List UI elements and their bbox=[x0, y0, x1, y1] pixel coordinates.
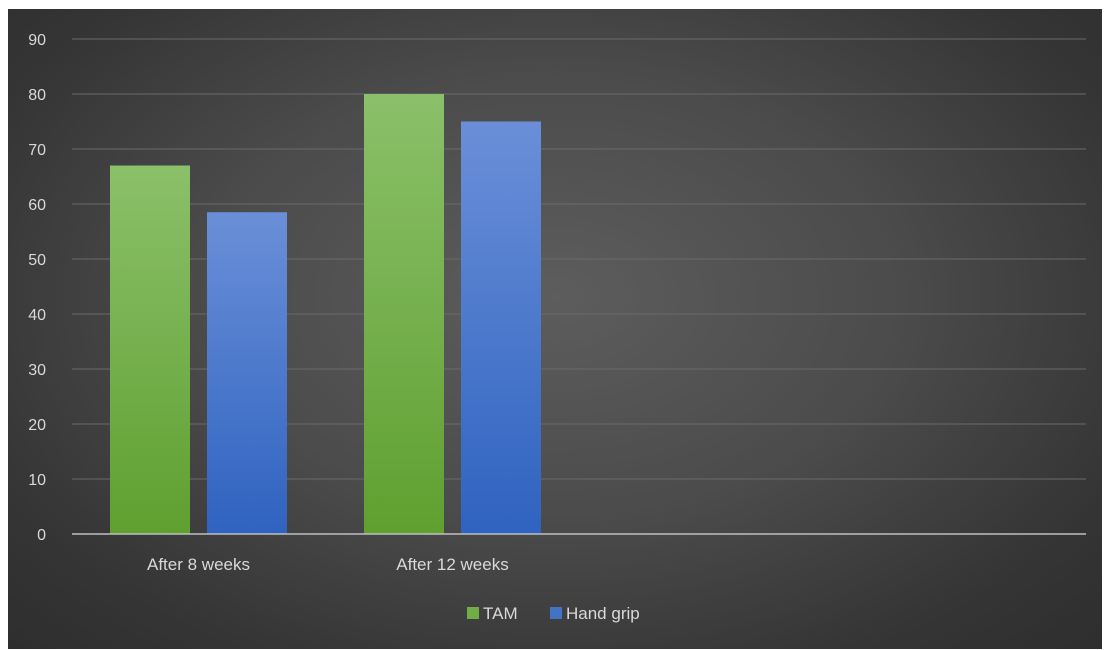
x-category-label: After 8 weeks bbox=[147, 555, 250, 574]
x-category-label: After 12 weeks bbox=[396, 555, 508, 574]
bar-tam-1 bbox=[110, 165, 190, 534]
y-axis-ticks: 0 10 20 30 40 50 60 70 80 90 bbox=[28, 32, 46, 544]
y-tick-label: 20 bbox=[28, 417, 46, 434]
bar-hand-grip-2 bbox=[461, 121, 541, 534]
bar-chart: 0 10 20 30 40 50 60 70 80 90 After 8 weeks After 1… bbox=[28, 32, 1086, 623]
legend-swatch-tam bbox=[467, 607, 479, 619]
bar-tam-2 bbox=[364, 94, 444, 534]
y-tick-label: 70 bbox=[28, 142, 46, 159]
y-tick-label: 0 bbox=[37, 527, 46, 544]
chart-area: 0 10 20 30 40 50 60 70 80 90 After 8 weeks After 1… bbox=[8, 9, 1102, 649]
y-tick-label: 10 bbox=[28, 472, 46, 489]
y-tick-label: 30 bbox=[28, 362, 46, 379]
y-tick-label: 80 bbox=[28, 87, 46, 104]
y-tick-label: 60 bbox=[28, 197, 46, 214]
y-tick-label: 50 bbox=[28, 252, 46, 269]
y-tick-label: 40 bbox=[28, 307, 46, 324]
x-axis-labels: After 8 weeks After 12 weeks bbox=[147, 555, 509, 574]
y-tick-label: 90 bbox=[28, 32, 46, 49]
legend-swatch-hand-grip bbox=[550, 607, 562, 619]
bar-hand-grip-1 bbox=[207, 212, 287, 534]
legend-label: TAM bbox=[483, 604, 518, 623]
bars bbox=[110, 94, 541, 534]
legend-label: Hand grip bbox=[566, 604, 640, 623]
legend: TAM Hand grip bbox=[467, 604, 640, 623]
